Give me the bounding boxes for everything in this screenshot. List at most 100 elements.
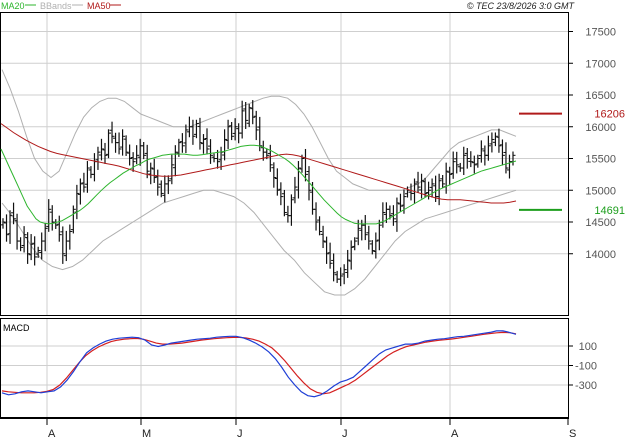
- price-bar: [295, 161, 301, 199]
- price-tick-label: 17500: [585, 27, 616, 39]
- price-bar: [158, 180, 164, 198]
- axis-ticks: 17500 17000 16500 16000 15500 15000 14500 14000…: [46, 27, 616, 440]
- price-bar: [81, 172, 87, 193]
- price-bar: [28, 234, 34, 261]
- price-tick-label: 17000: [585, 58, 616, 70]
- price-bar: [193, 119, 199, 139]
- price-marker-label: 16206: [594, 109, 625, 121]
- price-bar: [179, 133, 185, 153]
- price-bar: [98, 138, 104, 161]
- price-bar: [49, 205, 55, 231]
- price-bar: [215, 149, 221, 169]
- legend: MA20 BBands MA50: [1, 1, 121, 11]
- price-bar: [478, 140, 484, 163]
- macd-panel-title: MACD: [3, 323, 30, 333]
- price-bar: [327, 242, 333, 269]
- price-bar: [204, 128, 210, 155]
- price-bar: [324, 236, 330, 264]
- price-bar: [11, 202, 17, 225]
- price-tick-label: 15500: [585, 154, 616, 166]
- legend-ma50-label: MA50: [87, 1, 111, 11]
- price-bar: [320, 225, 326, 249]
- price-bar: [246, 103, 252, 128]
- price-bar: [106, 129, 112, 159]
- price-marker-label: 14691: [594, 205, 625, 217]
- price-tick-label: 14000: [585, 249, 616, 261]
- price-bar: [461, 146, 467, 176]
- price-bar: [450, 151, 456, 179]
- copyright-timestamp: © TEC 23/8/2026 3:0 GMT: [467, 1, 576, 11]
- price-bar: [299, 154, 305, 173]
- price-bar: [447, 166, 453, 185]
- price-bar: [397, 193, 403, 212]
- price-bar: [485, 135, 491, 161]
- price-bar: [489, 132, 495, 153]
- price-bar: [253, 110, 259, 141]
- price-bar: [120, 129, 126, 156]
- price-bar: [222, 129, 228, 161]
- price-bar: [190, 119, 196, 145]
- price-bar: [348, 240, 354, 270]
- price-bar: [95, 146, 101, 170]
- price-bar: [338, 267, 344, 287]
- x-tick-label: J: [342, 428, 348, 440]
- price-bar: [18, 237, 24, 252]
- price-bar: [250, 100, 256, 125]
- price-bar: [243, 101, 249, 129]
- price-bar: [239, 100, 245, 139]
- price-bar: [172, 145, 178, 177]
- price-bar: [151, 158, 157, 183]
- bband-lower-line: [1, 189, 517, 296]
- price-bar: [499, 139, 505, 166]
- price-bar: [4, 214, 10, 242]
- x-tick-label: S: [569, 428, 576, 440]
- price-bar: [468, 151, 474, 168]
- price-bar: [169, 154, 175, 185]
- price-bar: [165, 175, 171, 195]
- price-bar: [225, 119, 231, 149]
- price-bar: [429, 178, 435, 198]
- macd-line: [1, 330, 517, 398]
- x-tick-label: A: [451, 428, 459, 440]
- price-bar: [369, 240, 375, 255]
- price-bar: [426, 181, 432, 200]
- price-bar: [0, 218, 6, 229]
- price-bar: [492, 132, 498, 147]
- price-bar: [197, 117, 203, 150]
- price-bar: [130, 152, 136, 172]
- price-bar: [60, 226, 66, 264]
- legend-ma20-label: MA20: [1, 1, 25, 11]
- price-bar: [471, 155, 477, 174]
- bollinger-bands: [1, 69, 517, 296]
- price-bar: [306, 166, 312, 201]
- price-tick-label: 14500: [585, 217, 616, 229]
- price-bar: [7, 210, 13, 244]
- price-bar: [42, 222, 48, 252]
- price-bar: [70, 205, 76, 234]
- price-tick-label: 15000: [585, 185, 616, 197]
- price-bar: [229, 121, 235, 141]
- price-bar: [419, 173, 425, 199]
- price-bar: [352, 237, 358, 251]
- price-bar: [376, 219, 382, 251]
- macd-tick-label: 100: [579, 341, 597, 353]
- price-bar: [109, 121, 115, 144]
- price-bar: [208, 139, 214, 164]
- price-bar: [422, 177, 428, 198]
- legend-bbands-label: BBands: [40, 1, 72, 11]
- moving-averages: [0, 123, 517, 225]
- price-bar: [25, 232, 31, 264]
- price-bar: [21, 226, 27, 253]
- price-bar: [278, 182, 284, 206]
- price-bar: [134, 145, 140, 165]
- macd-lines: [1, 330, 517, 398]
- price-bar: [77, 178, 83, 205]
- bband-upper-line: [1, 69, 517, 191]
- price-bar: [116, 132, 122, 155]
- price-bar: [415, 171, 421, 193]
- price-bar: [84, 161, 90, 193]
- x-tick-label: A: [48, 428, 56, 440]
- price-bar: [144, 144, 150, 179]
- price-bar: [274, 168, 280, 196]
- price-bar: [35, 246, 41, 258]
